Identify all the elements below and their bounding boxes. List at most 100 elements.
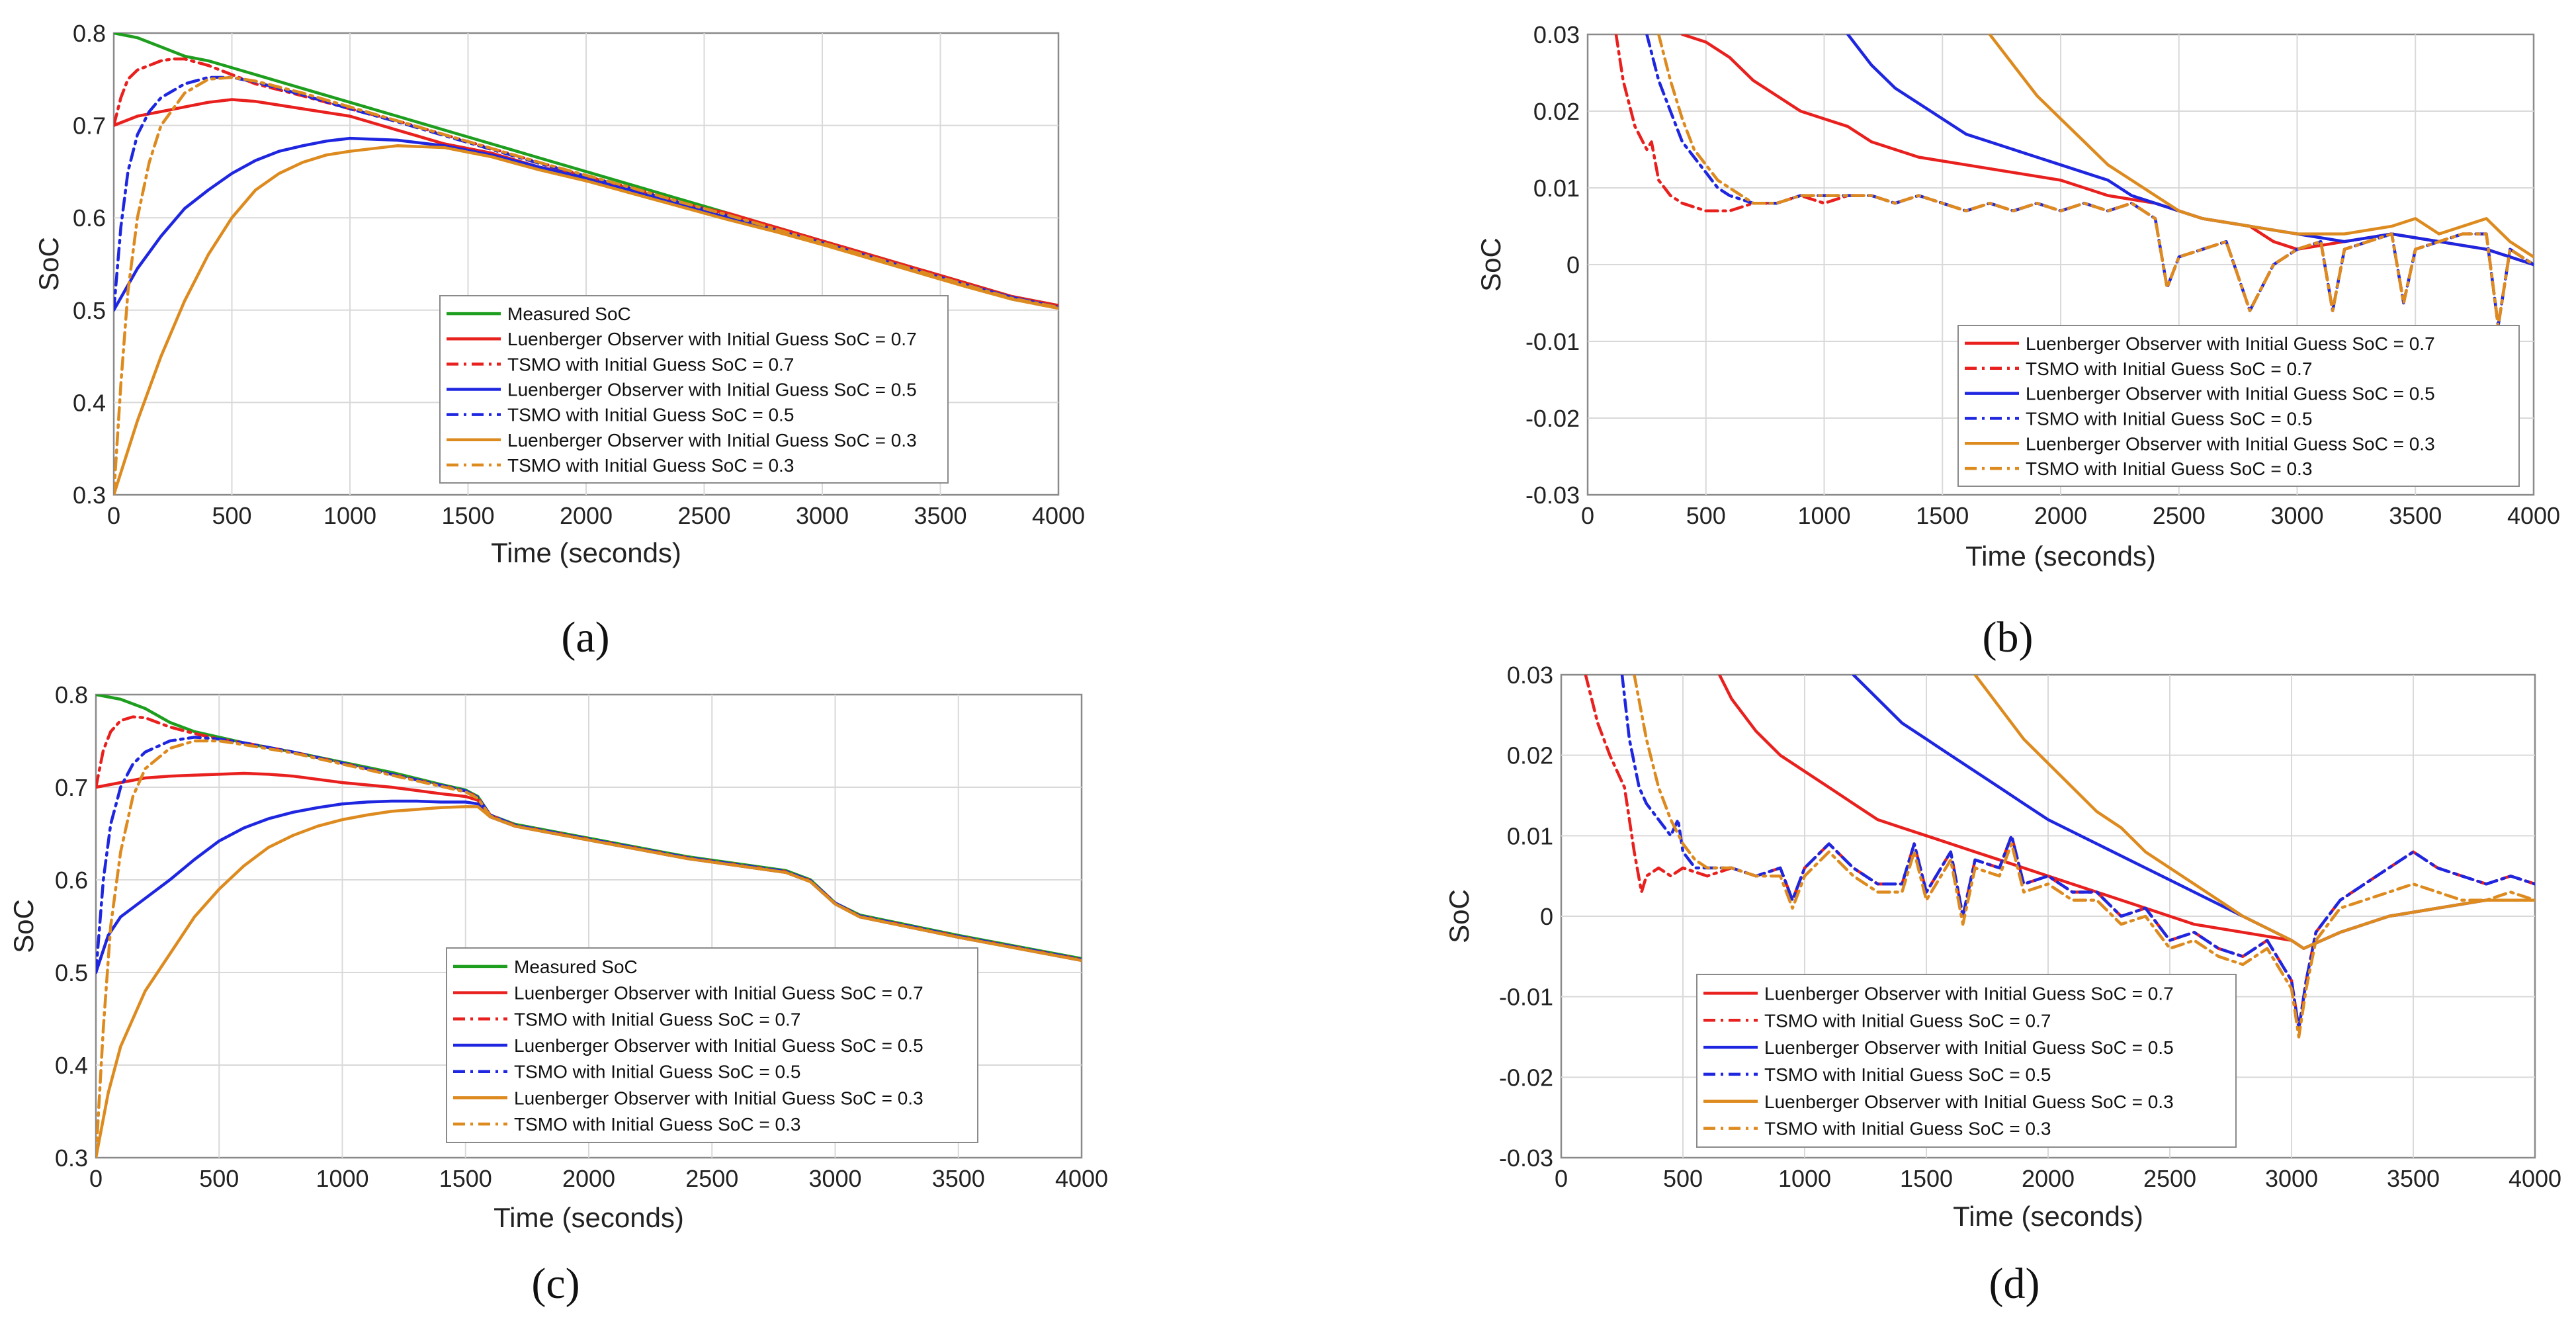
series-group bbox=[1614, 34, 2534, 328]
x-tick-label: 1500 bbox=[1900, 1165, 1953, 1192]
series-line-5 bbox=[96, 736, 1082, 974]
x-tick-label: 1500 bbox=[1916, 502, 1969, 529]
x-tick-label: 2500 bbox=[677, 502, 730, 529]
x-tick-label: 500 bbox=[199, 1165, 239, 1192]
chart-panel-b: 0 500 1000 1500 2000 2500 3000 3500 4000 -0.03 -0.… bbox=[1475, 21, 2560, 662]
x-axis-label: Time (seconds) bbox=[494, 1202, 684, 1233]
legend-entry-label: TSMO with Initial Guess SoC = 0.5 bbox=[1764, 1064, 2051, 1085]
series-line-7 bbox=[114, 75, 1058, 495]
y-tick-label: 0 bbox=[1540, 903, 1553, 930]
series-group bbox=[1584, 675, 2535, 1039]
x-tick-label: 2000 bbox=[560, 502, 613, 529]
legend: Measured SoC Luenberger Observer with Ini… bbox=[446, 947, 978, 1143]
legend-entry-label: TSMO with Initial Guess SoC = 0.3 bbox=[1764, 1119, 2051, 1139]
series-line-5 bbox=[1988, 34, 2534, 259]
y-tick-label: -0.01 bbox=[1525, 328, 1580, 355]
legend-entry-label: Luenberger Observer with Initial Guess S… bbox=[2026, 384, 2435, 404]
chart-panel-c: 0 500 1000 1500 2000 2500 3000 3500 4000 0.3 0.4 0.… bbox=[8, 681, 1108, 1308]
x-tick-label: 2500 bbox=[685, 1165, 738, 1192]
legend-box bbox=[1696, 974, 2237, 1148]
legend-entry-label: Luenberger Observer with Initial Guess S… bbox=[507, 430, 917, 451]
x-tick-label: 3500 bbox=[932, 1165, 985, 1192]
legend-entry-label: TSMO with Initial Guess SoC = 0.7 bbox=[1764, 1010, 2051, 1031]
chart-panel-a: 0 500 1000 1500 2000 2500 3000 3500 4000 0.3 0.4 0.… bbox=[33, 20, 1085, 662]
x-tick-label: 2000 bbox=[562, 1165, 615, 1192]
y-axis-label: SoC bbox=[1443, 889, 1475, 943]
y-tick-label: 0.4 bbox=[55, 1052, 88, 1079]
series-group bbox=[96, 695, 1082, 1158]
y-tick-label: 0.5 bbox=[73, 297, 106, 324]
series-line-5 bbox=[1973, 675, 2535, 950]
x-tick-label: 2000 bbox=[2034, 502, 2087, 529]
y-axis-label: SoC bbox=[33, 237, 64, 291]
series-line-6 bbox=[1633, 675, 2535, 1039]
series-line-6 bbox=[1657, 34, 2534, 328]
panel-caption: (c) bbox=[531, 1260, 580, 1308]
y-tick-label: -0.03 bbox=[1499, 1144, 1553, 1172]
y-tick-label: -0.01 bbox=[1499, 984, 1553, 1011]
x-tick-label: 1500 bbox=[439, 1165, 492, 1192]
legend-entry-label: Luenberger Observer with Initial Guess S… bbox=[514, 1035, 923, 1056]
y-tick-label: -0.02 bbox=[1525, 405, 1580, 432]
y-tick-label: 0.8 bbox=[73, 20, 106, 47]
x-axis-label: Time (seconds) bbox=[491, 537, 681, 568]
legend-entry-label: TSMO with Initial Guess SoC = 0.7 bbox=[2026, 359, 2312, 379]
x-tick-label: 500 bbox=[212, 502, 251, 529]
y-tick-label: 0.3 bbox=[55, 1144, 88, 1172]
x-tick-label: 2000 bbox=[2022, 1165, 2075, 1192]
x-tick-label: 3000 bbox=[2265, 1165, 2318, 1192]
x-tick-label: 0 bbox=[1555, 1165, 1568, 1192]
x-tick-label: 3500 bbox=[2387, 1165, 2440, 1192]
legend-entry-label: Luenberger Observer with Initial Guess S… bbox=[2026, 333, 2435, 354]
legend-entry-label: TSMO with Initial Guess SoC = 0.5 bbox=[514, 1062, 800, 1082]
series-line-7 bbox=[96, 739, 1082, 1158]
panel-caption: (b) bbox=[1983, 613, 2034, 662]
x-tick-label: 3500 bbox=[2389, 502, 2442, 529]
series-line-2 bbox=[114, 98, 1058, 308]
legend-box bbox=[1957, 325, 2520, 487]
y-tick-label: 0.3 bbox=[73, 482, 106, 509]
legend: Luenberger Observer with Initial Guess S… bbox=[1957, 325, 2520, 487]
x-tick-label: 4000 bbox=[2507, 502, 2560, 529]
legend-entry-label: TSMO with Initial Guess SoC = 0.5 bbox=[507, 405, 794, 425]
legend-entry-label: Measured SoC bbox=[507, 304, 631, 324]
legend-entry-label: Luenberger Observer with Initial Guess S… bbox=[507, 380, 917, 400]
legend-entry-label: TSMO with Initial Guess SoC = 0.7 bbox=[507, 354, 794, 374]
legend-entry-label: Luenberger Observer with Initial Guess S… bbox=[2026, 433, 2435, 454]
y-tick-label: 0.7 bbox=[73, 112, 106, 140]
series-line-4 bbox=[1620, 675, 2535, 1031]
series-line-3 bbox=[1846, 34, 2534, 267]
legend-entry-label: TSMO with Initial Guess SoC = 0.3 bbox=[514, 1114, 800, 1135]
x-tick-label: 500 bbox=[1663, 1165, 1703, 1192]
legend-entry-label: Luenberger Observer with Initial Guess S… bbox=[1764, 983, 2174, 1004]
legend-entry-label: Measured SoC bbox=[514, 957, 638, 977]
legend-entry-label: Luenberger Observer with Initial Guess S… bbox=[514, 1088, 923, 1108]
series-line-6 bbox=[114, 144, 1058, 495]
panel-caption: (d) bbox=[1989, 1260, 2040, 1308]
y-tick-label: 0.03 bbox=[1533, 21, 1580, 48]
x-tick-label: 500 bbox=[1686, 502, 1726, 529]
y-tick-label: 0.7 bbox=[55, 774, 88, 801]
y-axis-label: SoC bbox=[1475, 237, 1506, 292]
x-tick-label: 0 bbox=[1581, 502, 1594, 529]
x-tick-label: 2500 bbox=[2153, 502, 2206, 529]
legend-entry-label: TSMO with Initial Guess SoC = 0.3 bbox=[507, 455, 794, 476]
x-tick-label: 1000 bbox=[316, 1165, 368, 1192]
panel-caption: (a) bbox=[561, 613, 609, 662]
x-tick-label: 1500 bbox=[441, 502, 494, 529]
x-axis-label: Time (seconds) bbox=[1953, 1201, 2143, 1232]
y-tick-label: 0.6 bbox=[73, 204, 106, 232]
x-tick-label: 1000 bbox=[1778, 1165, 1831, 1192]
y-tick-label: 0.4 bbox=[73, 389, 106, 416]
legend-entry-label: Luenberger Observer with Initial Guess S… bbox=[507, 329, 917, 349]
legend-box bbox=[446, 947, 978, 1143]
x-axis-label: Time (seconds) bbox=[1965, 540, 2156, 572]
y-tick-label: 0.6 bbox=[55, 867, 88, 894]
y-tick-label: 0.01 bbox=[1533, 175, 1580, 202]
series-group bbox=[114, 33, 1058, 495]
chart-panel-d: 0 500 1000 1500 2000 2500 3000 3500 4000 -0.03 -0.… bbox=[1443, 662, 2561, 1308]
x-tick-label: 1000 bbox=[1797, 502, 1850, 529]
series-line-6 bbox=[96, 805, 1082, 1158]
y-tick-label: 0 bbox=[1567, 251, 1580, 279]
